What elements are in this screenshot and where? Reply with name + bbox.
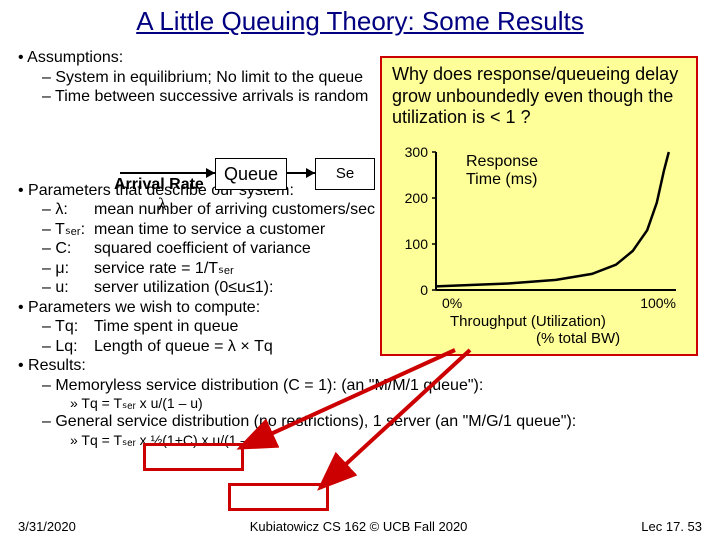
footer-center: Kubiatowicz CS 162 © UCB Fall 2020 bbox=[250, 519, 468, 534]
lambda-label: λ bbox=[158, 194, 167, 215]
server-box: Se bbox=[315, 158, 375, 190]
svg-text:(% total BW): (% total BW) bbox=[536, 330, 620, 346]
svg-text:Throughput (Utilization): Throughput (Utilization) bbox=[450, 313, 606, 330]
svg-text:Response: Response bbox=[466, 153, 538, 170]
result-mm1-formula: » Tq = Tₛₑᵣ x u/(1 – u) bbox=[18, 395, 702, 412]
svg-text:Time (ms): Time (ms) bbox=[466, 171, 537, 188]
result-mg1-formula: » Tq = Tₛₑᵣ x ½(1+C) x u/(1 – u) bbox=[18, 432, 702, 449]
response-chart: 0 100 200 300 0% 100% ResponseTime (ms) Through… bbox=[396, 146, 686, 346]
highlight-box-2 bbox=[228, 483, 329, 511]
footer-right: Lec 17. 53 bbox=[641, 519, 702, 534]
footer: 3/31/2020 Kubiatowicz CS 162 © UCB Fall … bbox=[18, 519, 702, 534]
callout-box: Why does response/queueing delay grow un… bbox=[380, 56, 698, 356]
highlight-box-1 bbox=[143, 443, 244, 471]
queue-box: Queue bbox=[215, 158, 287, 190]
bullet-results: • Results: bbox=[18, 356, 702, 376]
svg-text:200: 200 bbox=[405, 190, 429, 206]
footer-date: 3/31/2020 bbox=[18, 519, 76, 534]
svg-text:300: 300 bbox=[405, 146, 429, 160]
callout-question: Why does response/queueing delay grow un… bbox=[392, 64, 690, 129]
queue-diagram: Arrival Rate λ Queue Se bbox=[120, 138, 380, 208]
arrival-rate-label: Arrival Rate bbox=[114, 176, 204, 194]
result-mg1: – General service distribution (no restr… bbox=[18, 412, 702, 432]
result-mm1: – Memoryless service distribution (C = 1… bbox=[18, 376, 702, 396]
svg-text:100: 100 bbox=[405, 236, 429, 252]
slide-title: A Little Queuing Theory: Some Results bbox=[0, 0, 720, 37]
svg-text:0%: 0% bbox=[442, 295, 462, 311]
svg-text:100%: 100% bbox=[640, 295, 676, 311]
svg-text:0: 0 bbox=[420, 282, 428, 298]
